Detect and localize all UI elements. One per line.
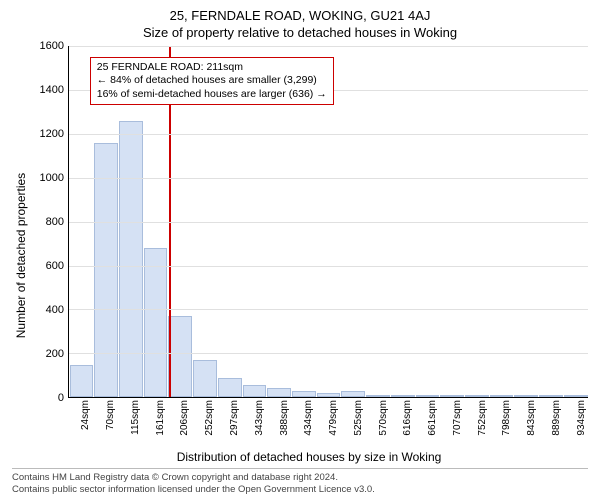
x-tick: 889sqm <box>539 400 564 448</box>
bar <box>391 395 415 397</box>
y-tick: 1600 <box>40 40 64 52</box>
x-tick: 934sqm <box>563 400 588 448</box>
plot-area: 25 FERNDALE ROAD: 211sqm ← 84% of detach… <box>68 46 588 398</box>
y-tick: 200 <box>46 348 64 360</box>
y-tick: 800 <box>46 216 64 228</box>
y-tick: 1200 <box>40 128 64 140</box>
x-tick: 479sqm <box>316 400 341 448</box>
x-tick: 115sqm <box>118 400 143 448</box>
x-tick: 24sqm <box>68 400 93 448</box>
x-tick: 70sqm <box>93 400 118 448</box>
chart-body: 02004006008001000120014001600 25 FERNDAL… <box>30 46 588 464</box>
annotation-line2: ← 84% of detached houses are smaller (3,… <box>97 74 327 88</box>
page-title-line2: Size of property relative to detached ho… <box>12 25 588 40</box>
x-tick: 525sqm <box>340 400 365 448</box>
x-tick: 616sqm <box>390 400 415 448</box>
x-tick: 252sqm <box>192 400 217 448</box>
bar <box>267 388 291 397</box>
x-tick: 798sqm <box>489 400 514 448</box>
y-axis: 02004006008001000120014001600 <box>30 46 68 398</box>
bar <box>416 395 440 397</box>
gridline <box>69 46 588 47</box>
y-tick: 1000 <box>40 172 64 184</box>
x-tick: 570sqm <box>365 400 390 448</box>
x-tick: 434sqm <box>291 400 316 448</box>
y-tick: 0 <box>58 392 64 404</box>
chart-container: 25, FERNDALE ROAD, WOKING, GU21 4AJ Size… <box>0 0 600 500</box>
footer-line1: Contains HM Land Registry data © Crown c… <box>12 472 588 484</box>
bar <box>366 395 390 397</box>
bar <box>292 391 316 398</box>
bar <box>440 395 464 397</box>
bar <box>514 395 538 397</box>
x-tick: 388sqm <box>266 400 291 448</box>
annotation-line3: 16% of semi-detached houses are larger (… <box>97 88 327 102</box>
x-axis-label: Distribution of detached houses by size … <box>30 450 588 464</box>
y-tick: 600 <box>46 260 64 272</box>
x-tick: 297sqm <box>217 400 242 448</box>
bar <box>168 316 192 397</box>
gridline <box>69 309 588 310</box>
y-tick: 400 <box>46 304 64 316</box>
x-axis-ticks: 24sqm70sqm115sqm161sqm206sqm252sqm297sqm… <box>68 400 588 448</box>
page-title-line1: 25, FERNDALE ROAD, WOKING, GU21 4AJ <box>12 8 588 23</box>
bar <box>218 378 242 398</box>
bar <box>317 393 341 397</box>
footer-line2: Contains public sector information licen… <box>12 484 588 496</box>
x-tick: 707sqm <box>439 400 464 448</box>
annotation-box: 25 FERNDALE ROAD: 211sqm ← 84% of detach… <box>90 57 334 106</box>
bar <box>70 365 94 397</box>
y-axis-label: Number of detached properties <box>12 46 30 464</box>
bar <box>94 143 118 398</box>
x-tick: 161sqm <box>142 400 167 448</box>
bar <box>193 360 217 397</box>
x-tick: 661sqm <box>415 400 440 448</box>
bar <box>564 395 588 397</box>
x-tick: 752sqm <box>464 400 489 448</box>
annotation-line1: 25 FERNDALE ROAD: 211sqm <box>97 61 327 75</box>
bar <box>465 395 489 397</box>
chart-area: Number of detached properties 0 200 400 600… <box>12 46 588 464</box>
bar <box>144 248 168 397</box>
gridline <box>69 222 588 223</box>
plot-row: 02004006008001000120014001600 25 FERNDAL… <box>30 46 588 398</box>
x-axis-row: 24sqm70sqm115sqm161sqm206sqm252sqm297sqm… <box>30 400 588 448</box>
x-axis-spacer <box>30 400 68 448</box>
bar <box>243 385 267 397</box>
gridline <box>69 178 588 179</box>
gridline <box>69 353 588 354</box>
bar <box>539 395 563 397</box>
bar <box>341 391 365 397</box>
x-tick: 343sqm <box>241 400 266 448</box>
x-tick: 843sqm <box>514 400 539 448</box>
gridline <box>69 266 588 267</box>
y-tick: 1400 <box>40 84 64 96</box>
bar <box>490 395 514 397</box>
gridline <box>69 134 588 135</box>
footer: Contains HM Land Registry data © Crown c… <box>12 468 588 496</box>
x-tick: 206sqm <box>167 400 192 448</box>
bar <box>119 121 143 398</box>
